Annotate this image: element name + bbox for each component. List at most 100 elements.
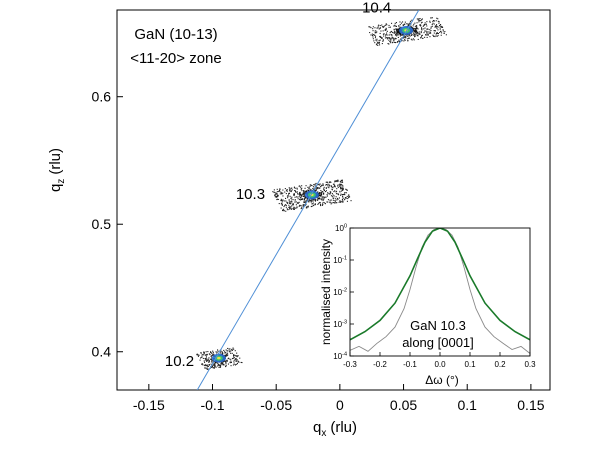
scatter-dot — [421, 19, 423, 21]
scatter-dot — [395, 22, 397, 24]
scatter-dot — [289, 195, 291, 197]
scatter-dot — [412, 32, 414, 34]
scatter-dot — [346, 200, 348, 202]
scatter-dot — [289, 206, 291, 208]
scatter-dot — [232, 347, 234, 349]
scatter-dot — [289, 190, 291, 192]
scatter-dot — [387, 37, 389, 39]
scatter-dot — [383, 35, 385, 37]
scatter-dot — [390, 39, 392, 41]
scatter-dot — [208, 353, 210, 355]
scatter-dot — [412, 38, 414, 40]
scatter-dot — [289, 201, 291, 203]
scatter-dot — [396, 33, 398, 35]
scatter-dot — [385, 34, 387, 36]
scatter-dot — [230, 361, 232, 363]
scatter-dot — [206, 366, 208, 368]
scatter-dot — [207, 351, 209, 353]
scatter-dot — [317, 187, 319, 189]
scatter-dot — [206, 360, 208, 362]
scatter-dot — [436, 32, 438, 34]
scatter-dot — [417, 28, 419, 30]
x-tick-label: 0.15 — [517, 397, 544, 413]
scatter-dot — [431, 17, 433, 19]
scatter-dot — [400, 34, 402, 36]
scatter-dot — [211, 357, 213, 359]
scatter-dot — [213, 365, 215, 367]
scatter-dot — [286, 201, 288, 203]
scatter-dot — [299, 186, 301, 188]
scatter-dot — [325, 187, 327, 189]
scatter-dot — [443, 32, 445, 34]
inset-fit-curve — [350, 228, 530, 341]
scatter-dot — [424, 23, 426, 25]
scatter-dot — [401, 40, 403, 42]
scatter-dot — [225, 361, 227, 363]
inset-x-axis-label: Δω (°) — [425, 373, 459, 387]
scatter-dot — [412, 25, 414, 27]
scatter-dot — [230, 352, 232, 354]
scatter-dot — [230, 365, 232, 367]
scatter-dot — [337, 180, 339, 182]
scatter-dot — [335, 180, 337, 182]
scatter-dot — [298, 205, 300, 207]
scatter-dot — [326, 194, 328, 196]
scatter-dot — [220, 363, 222, 365]
scatter-dot — [310, 199, 312, 201]
scatter-dot — [439, 31, 441, 33]
scatter-dot — [392, 37, 394, 39]
scatter-dot — [321, 198, 323, 200]
scatter-dot — [426, 36, 428, 38]
scatter-dot — [410, 34, 413, 36]
scatter-dot — [413, 39, 415, 41]
scatter-dot — [369, 26, 371, 28]
scatter-dot — [277, 198, 279, 200]
scatter-dot — [348, 195, 350, 197]
scatter-dot — [323, 189, 325, 191]
scatter-dot — [379, 39, 381, 41]
scatter-dot — [385, 35, 387, 37]
scatter-dot — [431, 25, 433, 27]
scatter-dot — [318, 197, 320, 199]
scatter-dot — [427, 31, 429, 33]
scatter-dot — [197, 355, 199, 357]
scatter-dot — [203, 354, 205, 356]
scatter-dot — [436, 24, 438, 26]
scatter-dot — [389, 37, 391, 39]
scatter-dot — [435, 34, 437, 36]
scatter-dot — [412, 27, 414, 29]
scatter-dot — [326, 184, 328, 186]
scatter-dot — [290, 187, 292, 189]
scatter-dot — [232, 364, 234, 366]
scatter-dot — [423, 32, 425, 34]
scatter-dot — [294, 190, 296, 192]
scatter-dot — [440, 24, 442, 26]
scatter-dot — [393, 37, 395, 39]
scatter-dot — [345, 197, 347, 199]
scatter-dot — [304, 197, 306, 199]
scatter-dot — [374, 27, 376, 29]
scatter-dot — [435, 20, 437, 22]
scatter-dot — [391, 37, 393, 39]
scatter-dot — [321, 199, 323, 201]
scatter-dot — [282, 192, 284, 194]
scatter-dot — [397, 32, 399, 34]
reflection-label: 10.4 — [362, 0, 391, 16]
scatter-dot — [303, 191, 305, 193]
scatter-dot — [327, 201, 329, 203]
scatter-dot — [304, 200, 306, 202]
scatter-dot — [342, 196, 344, 198]
scatter-dot — [214, 363, 216, 365]
scatter-dot — [273, 189, 275, 191]
scatter-dot — [404, 36, 406, 38]
scatter-dot — [309, 200, 311, 202]
scatter-dot — [380, 30, 382, 32]
scatter-dot — [336, 202, 338, 204]
scatter-dot — [288, 195, 290, 197]
scatter-dot — [372, 30, 374, 32]
scatter-dot — [295, 204, 297, 206]
scatter-dot — [372, 36, 374, 38]
scatter-dot — [323, 198, 325, 200]
scatter-dot — [282, 195, 284, 197]
scatter-dot — [442, 29, 444, 31]
